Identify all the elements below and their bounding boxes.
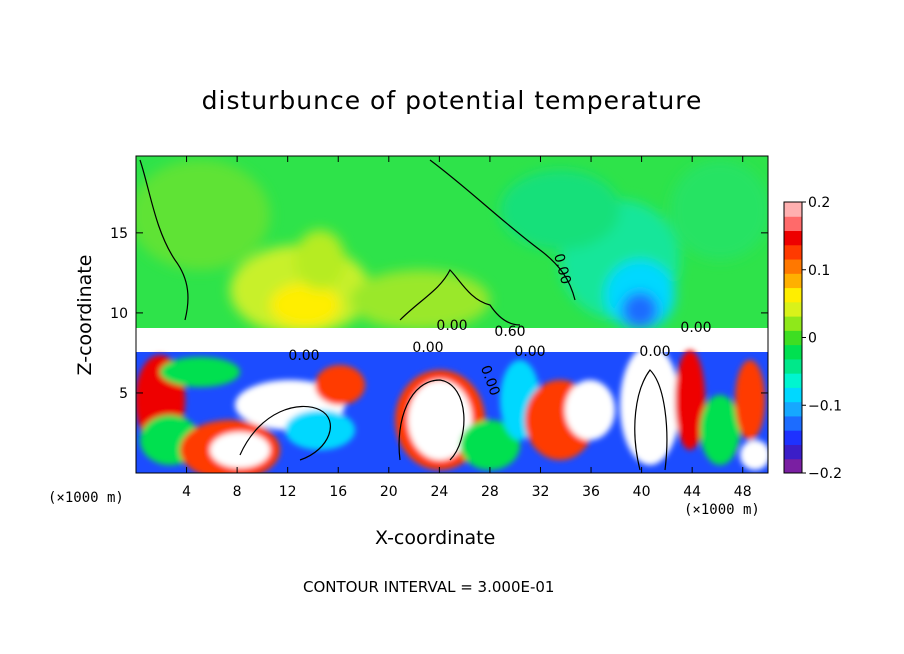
y-tick-label: 10 — [110, 306, 128, 322]
plot-frame — [135, 155, 769, 474]
colorbar-swatch — [784, 444, 802, 460]
contour-lines — [139, 159, 668, 471]
x-unit-label-left: (×1000 m) — [48, 490, 124, 506]
colorbar-tick-label: 0 — [808, 331, 817, 347]
contour-label: 0.00 — [550, 252, 574, 286]
colorbar-tick-label: 0.2 — [808, 195, 830, 211]
colorbar-swatch — [784, 244, 802, 260]
x-tick-label: 48 — [734, 484, 752, 500]
x-tick-label: 36 — [582, 484, 600, 500]
contour-labels: 0.000.000.600.000.000.000.000.000.00 — [288, 252, 711, 398]
colorbar-swatch — [784, 202, 802, 217]
colorbar-swatch — [784, 344, 802, 360]
colorbar-swatch — [784, 301, 802, 317]
colorbar-swatch — [784, 287, 802, 303]
y-tick-label: 5 — [119, 386, 128, 402]
colorbar-tick-label: 0.1 — [808, 263, 830, 279]
x-unit-label-right: (×1000 m) — [684, 502, 760, 518]
chart-title: disturbunce of potential temperature — [201, 86, 703, 115]
colorbar-swatch — [784, 273, 802, 289]
colorbar-swatch — [784, 230, 802, 246]
contour-label: 0.00 — [412, 340, 443, 356]
x-tick-label: 8 — [233, 484, 242, 500]
colorbar — [783, 201, 803, 474]
y-axis-ticks: 5 10 15 — [110, 226, 768, 402]
colorbar-swatch — [784, 415, 802, 431]
colorbar-swatch — [784, 316, 802, 331]
colorbar-swatch — [784, 401, 802, 417]
colorbar-tick-label: −0.2 — [808, 466, 842, 482]
x-tick-label: 32 — [532, 484, 550, 500]
y-tick-label: 15 — [110, 226, 128, 242]
contour-interval-note: CONTOUR INTERVAL = 3.000E-01 — [303, 578, 555, 596]
x-tick-label: 44 — [683, 484, 701, 500]
colorbar-swatch — [784, 216, 802, 232]
x-tick-label: 16 — [329, 484, 347, 500]
x-tick-label: 28 — [481, 484, 499, 500]
contour-label: 0.00 — [436, 318, 467, 334]
colorbar-swatch — [784, 373, 802, 388]
contour-label: 0.00 — [680, 320, 711, 336]
colorbar-swatch — [784, 430, 802, 445]
colorbar-swatch — [784, 358, 802, 374]
colorbar-swatch — [784, 458, 802, 474]
x-tick-label: 24 — [430, 484, 448, 500]
contour-label: 0.00 — [288, 348, 319, 364]
contour-label: 0.00 — [514, 344, 545, 360]
x-axis-title: X-coordinate — [375, 527, 496, 549]
x-axis-ticks: 4 8 12 16 20 24 28 32 36 40 44 48 — [182, 156, 752, 500]
x-tick-label: 4 — [182, 484, 191, 500]
colorbar-swatch — [784, 330, 802, 346]
contour-label: 0.60 — [494, 324, 525, 340]
x-tick-label: 40 — [633, 484, 651, 500]
x-tick-label: 20 — [380, 484, 398, 500]
contour-label: 0.00 — [639, 344, 670, 360]
colorbar-swatch — [784, 387, 802, 403]
heatmap-field — [136, 156, 768, 473]
colorbar-tick-label: −0.1 — [808, 398, 842, 414]
colorbar-swatch — [784, 259, 802, 274]
x-tick-label: 12 — [279, 484, 297, 500]
colorbar-ticks: 0.2 0.1 0 −0.1 −0.2 — [802, 195, 842, 482]
y-axis-title: Z-coordinate — [74, 254, 96, 376]
